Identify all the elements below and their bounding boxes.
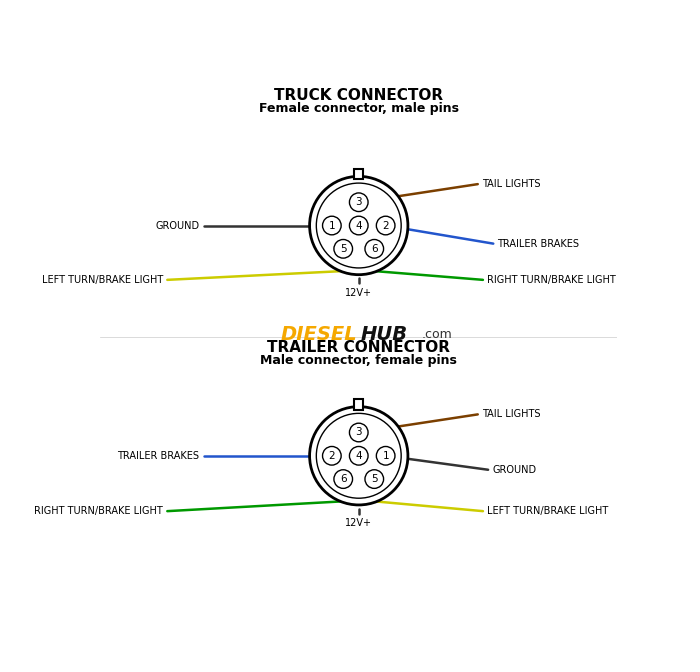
Text: 12V+: 12V+: [345, 288, 372, 298]
FancyBboxPatch shape: [354, 169, 363, 179]
Text: LEFT TURN/BRAKE LIGHT: LEFT TURN/BRAKE LIGHT: [487, 506, 608, 516]
Circle shape: [334, 239, 353, 258]
Circle shape: [349, 446, 368, 465]
Text: 1: 1: [382, 451, 389, 461]
Text: LEFT TURN/BRAKE LIGHT: LEFT TURN/BRAKE LIGHT: [42, 275, 163, 285]
Text: 12V+: 12V+: [345, 518, 372, 528]
Circle shape: [309, 407, 408, 505]
Text: GROUND: GROUND: [155, 220, 200, 230]
Text: TRAILER BRAKES: TRAILER BRAKES: [118, 451, 200, 461]
Circle shape: [349, 193, 368, 212]
FancyBboxPatch shape: [354, 399, 363, 410]
Circle shape: [349, 216, 368, 235]
Text: 4: 4: [356, 220, 362, 230]
Text: DIESEL: DIESEL: [281, 325, 357, 343]
Text: 3: 3: [356, 198, 362, 207]
Circle shape: [365, 470, 384, 489]
Text: TAIL LIGHTS: TAIL LIGHTS: [482, 409, 540, 419]
Text: 1: 1: [328, 220, 335, 230]
Circle shape: [323, 446, 341, 465]
Circle shape: [349, 423, 368, 442]
Text: RIGHT TURN/BRAKE LIGHT: RIGHT TURN/BRAKE LIGHT: [487, 275, 616, 285]
Text: 2: 2: [382, 220, 389, 230]
Circle shape: [365, 239, 384, 258]
Text: 3: 3: [356, 427, 362, 437]
Circle shape: [377, 216, 395, 235]
Text: .com: .com: [421, 328, 452, 341]
Text: 4: 4: [356, 451, 362, 461]
Text: 5: 5: [371, 474, 377, 484]
Text: 2: 2: [328, 451, 335, 461]
Circle shape: [309, 176, 408, 275]
Circle shape: [323, 216, 341, 235]
Text: GROUND: GROUND: [492, 465, 536, 474]
Circle shape: [334, 470, 353, 489]
Text: TRUCK CONNECTOR: TRUCK CONNECTOR: [274, 89, 443, 103]
Text: Female connector, male pins: Female connector, male pins: [259, 102, 458, 116]
Text: HUB: HUB: [360, 325, 407, 343]
Circle shape: [377, 446, 395, 465]
Text: Male connector, female pins: Male connector, female pins: [260, 354, 457, 367]
Text: 6: 6: [340, 474, 346, 484]
Text: 5: 5: [340, 244, 346, 254]
Text: TRAILER CONNECTOR: TRAILER CONNECTOR: [267, 341, 450, 355]
Text: RIGHT TURN/BRAKE LIGHT: RIGHT TURN/BRAKE LIGHT: [34, 506, 163, 516]
Text: TAIL LIGHTS: TAIL LIGHTS: [482, 179, 540, 189]
Text: TRAILER BRAKES: TRAILER BRAKES: [498, 239, 580, 249]
Text: 6: 6: [371, 244, 377, 254]
